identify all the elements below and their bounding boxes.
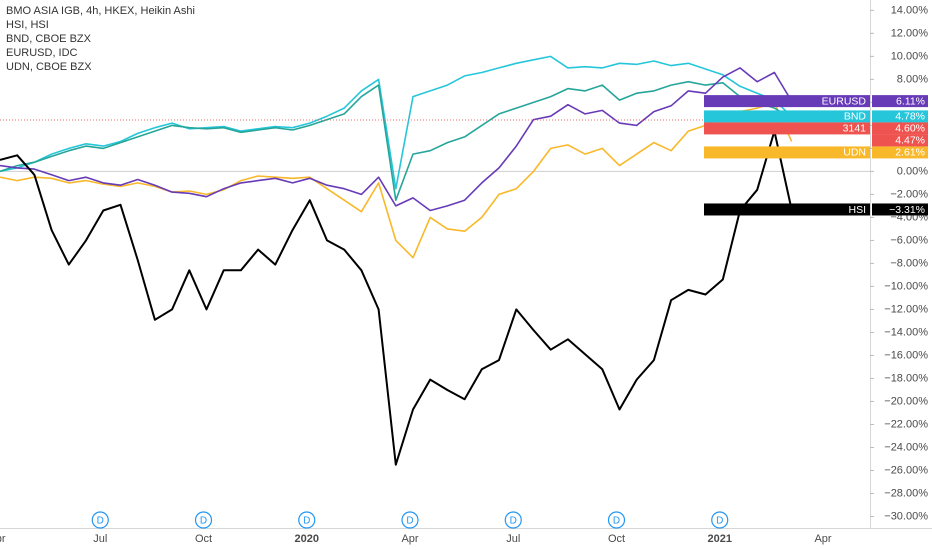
dividend-marker [607,511,626,529]
legend-entry: UDN, CBOE BZX [6,61,92,73]
dividend-marker [194,511,213,529]
series-line [0,80,793,201]
series-line [0,67,793,212]
tag-value-box [872,95,928,108]
plot-area [0,55,870,466]
y-tick-label: 12.00% [891,27,929,39]
x-tick-label: Oct [195,533,212,545]
tag-name-box [704,146,870,159]
tag-name: UDN [843,147,866,159]
x-tick-label: 2021 [708,533,732,545]
price-tags: 2.61% UDN 4.78% BND 4.60% 3141 4.47% 6.11% EURUS… [704,95,928,216]
x-axis: Apr Jul Oct 2020 Apr Jul Oct 2021 Apr D D D D D D D [0,511,832,545]
y-tick-label: −26.00% [884,464,928,476]
tag-name-box [704,203,870,216]
tag-value-box [872,203,928,216]
series-line [0,55,793,190]
tag-value-box [872,110,928,123]
tag-value: −3.31% [889,204,925,216]
x-tick-label: Jul [93,533,107,545]
y-tick-label: −12.00% [884,303,928,315]
tag-value: 6.11% [896,95,925,107]
x-tick-label: Apr [0,533,6,545]
y-tick-label: −8.00% [890,257,928,269]
tag-value: 4.78% [895,111,925,123]
y-tick-label: −30.00% [884,510,928,522]
dividend-marker [711,511,729,529]
y-tick-label: −18.00% [884,372,928,384]
y-tick-label: −2.00% [890,188,928,200]
tag-name-box [704,122,870,135]
tag-value-box [872,122,928,135]
tag-name-box [704,110,870,123]
y-tick-label: −22.00% [884,418,928,430]
x-tick-label: Oct [608,533,625,545]
tag-value: 4.47% [895,135,925,147]
series-line [0,130,793,466]
y-tick-label: −28.00% [884,487,928,499]
price-tag: 4.60% 3141 [704,122,928,135]
x-tick-label: 2020 [295,533,319,545]
price-tag: 2.61% UDN [704,146,928,159]
legend-entry: BMO ASIA IGB, 4h, HKEX, Heikin Ashi [6,5,195,17]
dividend-marker [91,511,109,529]
legend-entry: BND, CBOE BZX [6,33,92,45]
tag-name: EURUSD [822,95,867,107]
tag-value-box [872,146,928,159]
dividend-marker [401,511,419,529]
y-tick-label: −16.00% [884,349,928,361]
price-tag: 4.47% [872,134,928,147]
legend-entry: EURUSD, IDC [6,47,78,59]
y-tick-label: 14.00% [891,4,929,16]
dividend-label: D [510,516,517,527]
price-tag: −3.31% HSI [704,203,928,216]
dividend-label: D [303,516,310,527]
legend-entry: HSI, HSI [6,19,49,31]
dividend-label: D [406,516,413,527]
legend: BMO ASIA IGB, 4h, HKEX, Heikin Ashi HSI,… [6,5,195,73]
price-tag: 6.11% EURUSD [704,95,928,107]
x-tick-label: Apr [401,533,418,545]
dividend-marker [504,511,522,529]
y-tick-label: −6.00% [890,234,928,246]
x-tick-label: Apr [814,533,831,545]
dividend-marker [298,511,316,529]
dividend-label: D [613,516,620,527]
dividend-label: D [200,516,207,527]
series-line [0,101,793,259]
y-tick-label: −10.00% [884,280,928,292]
tag-name-box [704,95,870,108]
tag-value: 2.61% [895,147,925,159]
tag-name: HSI [848,204,866,216]
y-tick-label: 8.00% [897,73,928,85]
x-tick-label: Jul [506,533,520,545]
dividend-label: D [716,516,723,527]
y-tick-label: −14.00% [884,326,928,338]
y-tick-label: −20.00% [884,395,928,407]
y-tick-label: 10.00% [891,50,929,62]
price-tag: 4.78% BND [704,110,928,123]
tag-value: 4.60% [895,123,925,135]
tag-name: 3141 [843,123,867,135]
y-tick-label: 0.00% [897,165,928,177]
y-tick-label: −24.00% [884,441,928,453]
tag-name: BND [844,111,867,123]
tag-value-box [872,134,928,147]
dividend-label: D [97,516,104,527]
